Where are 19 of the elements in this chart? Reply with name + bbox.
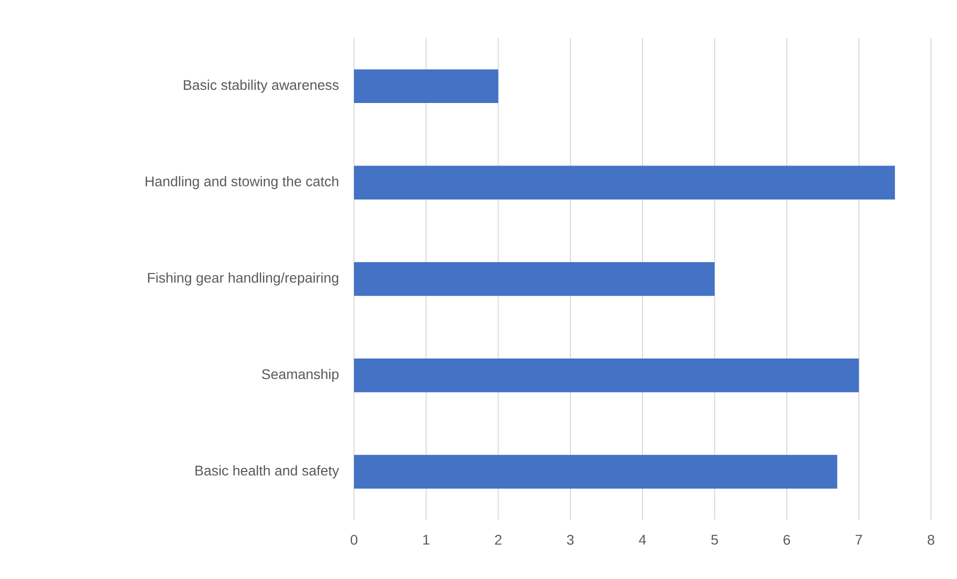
x-tick-label: 7 [856, 534, 862, 544]
x-tick-label: 1 [423, 534, 430, 544]
y-tick-label: Fishing gear handling/repairing [148, 272, 338, 286]
x-tick-label: 8 [928, 534, 934, 545]
x-tick-label: 5 [711, 534, 718, 545]
bar [354, 166, 895, 200]
bar [354, 262, 715, 296]
y-tick-label: Basic stability awareness [184, 80, 339, 93]
y-tick-label: Seamanship [262, 368, 339, 382]
x-tick-label: 3 [567, 534, 574, 545]
y-tick-label: Handling and stowing the catch [146, 176, 338, 190]
x-tick-label: 2 [495, 534, 502, 545]
bar [354, 358, 859, 392]
x-tick-label: 6 [784, 534, 790, 545]
bar [354, 69, 498, 104]
x-tick-label: 0 [350, 534, 358, 545]
bar [354, 454, 838, 489]
x-tick-label: 4 [638, 534, 646, 544]
y-tick-label: Basic health and safety [196, 465, 340, 478]
